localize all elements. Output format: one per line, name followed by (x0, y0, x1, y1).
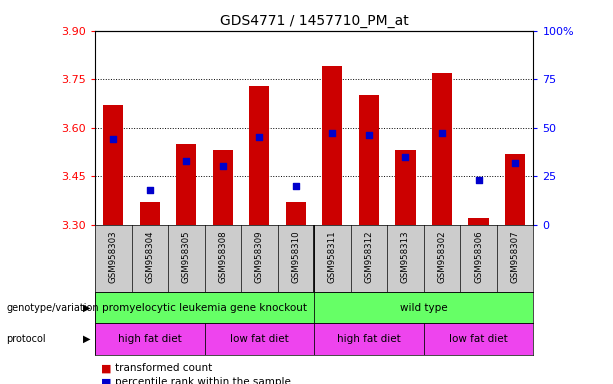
Point (327, 131, 337, 137)
Text: transformed count: transformed count (115, 363, 212, 373)
Bar (249, 86, 270, 225)
Bar (95, 292, 314, 323)
Text: GSM958308: GSM958308 (218, 230, 227, 283)
Text: GSM958313: GSM958313 (401, 230, 410, 283)
Text: ■: ■ (101, 377, 112, 384)
Text: ■: ■ (101, 363, 112, 373)
Bar (395, 150, 416, 225)
Text: percentile rank within the sample: percentile rank within the sample (115, 377, 291, 384)
Point (510, 159, 520, 166)
Bar (286, 202, 306, 225)
Text: GSM958303: GSM958303 (109, 230, 118, 283)
Bar (505, 154, 525, 225)
Point (109, 136, 118, 142)
Text: wild type: wild type (400, 303, 447, 313)
Bar (140, 202, 160, 225)
Point (145, 187, 154, 193)
Text: GSM958304: GSM958304 (145, 230, 154, 283)
Bar (314, 292, 533, 323)
Text: low fat diet: low fat diet (230, 334, 289, 344)
Point (400, 154, 410, 160)
Bar (359, 95, 379, 225)
Bar (468, 218, 489, 225)
Bar (314, 323, 424, 355)
Bar (177, 144, 196, 225)
Text: genotype/variation: genotype/variation (6, 303, 99, 313)
Text: GSM958311: GSM958311 (328, 230, 337, 283)
Text: GSM958306: GSM958306 (474, 230, 483, 283)
Title: GDS4771 / 1457710_PM_at: GDS4771 / 1457710_PM_at (220, 14, 408, 28)
Bar (432, 73, 452, 225)
Bar (424, 323, 533, 355)
Point (218, 164, 228, 170)
Point (291, 183, 301, 189)
Bar (322, 66, 343, 225)
Point (437, 131, 447, 137)
Bar (103, 105, 123, 225)
Text: GSM958305: GSM958305 (182, 230, 191, 283)
Bar (213, 150, 233, 225)
Bar (205, 323, 314, 355)
Text: promyelocytic leukemia gene knockout: promyelocytic leukemia gene knockout (102, 303, 307, 313)
Point (364, 132, 374, 139)
Text: high fat diet: high fat diet (118, 334, 181, 344)
Text: ▶: ▶ (83, 303, 90, 313)
Text: GSM958310: GSM958310 (291, 230, 300, 283)
Point (254, 134, 264, 141)
Text: GSM958312: GSM958312 (365, 230, 373, 283)
Text: high fat diet: high fat diet (337, 334, 401, 344)
Point (474, 177, 484, 183)
Text: GSM958307: GSM958307 (511, 230, 520, 283)
Text: ▶: ▶ (83, 334, 90, 344)
Text: GSM958309: GSM958309 (255, 230, 264, 283)
Text: protocol: protocol (6, 334, 46, 344)
Point (181, 157, 191, 164)
Bar (95, 323, 205, 355)
Text: GSM958302: GSM958302 (438, 230, 446, 283)
Text: low fat diet: low fat diet (449, 334, 508, 344)
